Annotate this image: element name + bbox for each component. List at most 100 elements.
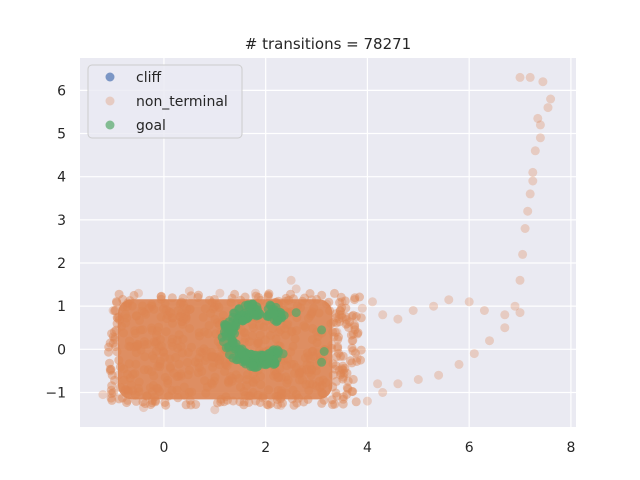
non-terminal-point: [479, 306, 489, 315]
non-terminal-point: [115, 315, 124, 325]
non-terminal-point: [185, 305, 195, 315]
non-terminal-point: [130, 369, 140, 379]
non-terminal-point: [297, 296, 307, 306]
non-terminal-point: [307, 307, 317, 317]
non-terminal-point: [167, 313, 177, 323]
non-terminal-point: [290, 334, 300, 344]
non-terminal-point: [347, 311, 357, 321]
non-terminal-point: [142, 391, 152, 401]
non-terminal-point: [184, 365, 194, 375]
legend: cliff non_terminal goal: [87, 64, 243, 139]
non-terminal-point: [317, 388, 327, 397]
goal-point: [273, 316, 283, 326]
non-terminal-point: [131, 342, 141, 351]
non-terminal-point: [347, 336, 357, 346]
non-terminal-point: [269, 371, 279, 381]
legend-marker-cliff: [105, 72, 115, 82]
non-terminal-point: [368, 297, 377, 307]
non-terminal-point: [330, 399, 340, 409]
non-terminal-point: [133, 383, 143, 393]
non-terminal-point: [130, 329, 140, 338]
non-terminal-point: [289, 359, 299, 369]
non-terminal-point: [206, 347, 216, 357]
non-terminal-point: [234, 374, 244, 383]
non-terminal-point: [184, 286, 194, 296]
non-terminal-point: [347, 343, 357, 353]
non-terminal-point: [129, 290, 139, 300]
non-terminal-point: [173, 306, 183, 316]
non-terminal-point: [270, 366, 280, 376]
non-terminal-point: [178, 293, 188, 303]
non-terminal-point: [110, 306, 120, 316]
non-terminal-point: [123, 385, 133, 395]
non-terminal-point: [194, 290, 203, 300]
non-terminal-point: [287, 326, 297, 336]
non-terminal-point: [311, 366, 321, 376]
non-terminal-point: [108, 332, 118, 342]
non-terminal-point: [327, 395, 337, 405]
non-terminal-point: [114, 394, 124, 404]
non-terminal-point: [357, 303, 367, 313]
non-terminal-point: [159, 348, 169, 358]
non-terminal-point: [198, 312, 208, 322]
non-terminal-point: [132, 311, 141, 321]
non-terminal-point: [106, 385, 116, 395]
non-terminal-point: [302, 364, 312, 374]
non-terminal-point: [356, 345, 366, 355]
non-terminal-point: [281, 320, 291, 330]
non-terminal-point: [107, 389, 117, 399]
non-terminal-point: [313, 332, 323, 341]
goal-point: [238, 316, 248, 326]
non-terminal-point: [210, 372, 220, 382]
non-terminal-point: [177, 317, 187, 326]
non-terminal-point: [278, 398, 287, 408]
non-terminal-point: [277, 389, 287, 398]
non-terminal-point: [351, 397, 361, 407]
goal-point: [251, 350, 261, 360]
non-terminal-point: [254, 321, 264, 330]
non-terminal-point: [338, 351, 348, 361]
non-terminal-point: [334, 314, 344, 324]
non-terminal-point: [256, 380, 266, 390]
non-terminal-point: [305, 379, 315, 389]
non-terminal-point: [315, 376, 324, 386]
non-terminal-point: [221, 392, 231, 402]
non-terminal-point: [163, 375, 173, 385]
non-terminal-point: [147, 367, 157, 377]
y-tick-label: 4: [57, 170, 66, 186]
data-points: [98, 72, 556, 415]
non-terminal-point: [156, 312, 166, 322]
non-terminal-point: [334, 332, 343, 342]
non-terminal-point: [191, 400, 201, 409]
goal-point: [270, 358, 280, 368]
non-terminal-point: [165, 354, 175, 364]
non-terminal-point: [117, 321, 127, 331]
non-terminal-point: [131, 311, 141, 321]
non-terminal-point: [117, 393, 127, 403]
non-terminal-point: [518, 249, 528, 259]
non-terminal-point: [281, 388, 291, 398]
non-terminal-point: [239, 400, 249, 410]
non-terminal-point: [525, 72, 535, 82]
non-terminal-point: [118, 294, 128, 304]
non-terminal-point: [220, 358, 230, 368]
non-terminal-point: [332, 352, 341, 362]
non-terminal-point: [141, 309, 151, 319]
non-terminal-point: [308, 324, 318, 333]
non-terminal-point: [113, 370, 123, 380]
non-terminal-point: [181, 400, 191, 410]
non-terminal-point: [299, 397, 309, 407]
non-terminal-point: [107, 329, 117, 339]
non-terminal-point: [231, 370, 241, 380]
non-terminal-point: [338, 399, 348, 409]
goal-point: [291, 308, 301, 318]
non-terminal-point: [328, 382, 338, 392]
non-terminal-point: [151, 396, 160, 406]
non-terminal-point: [281, 330, 291, 340]
non-terminal-point: [434, 370, 444, 380]
non-terminal-point: [179, 300, 189, 310]
non-terminal-point: [204, 321, 214, 330]
non-terminal-point: [352, 357, 362, 366]
non-terminal-point: [251, 291, 261, 301]
non-terminal-point: [328, 359, 338, 369]
